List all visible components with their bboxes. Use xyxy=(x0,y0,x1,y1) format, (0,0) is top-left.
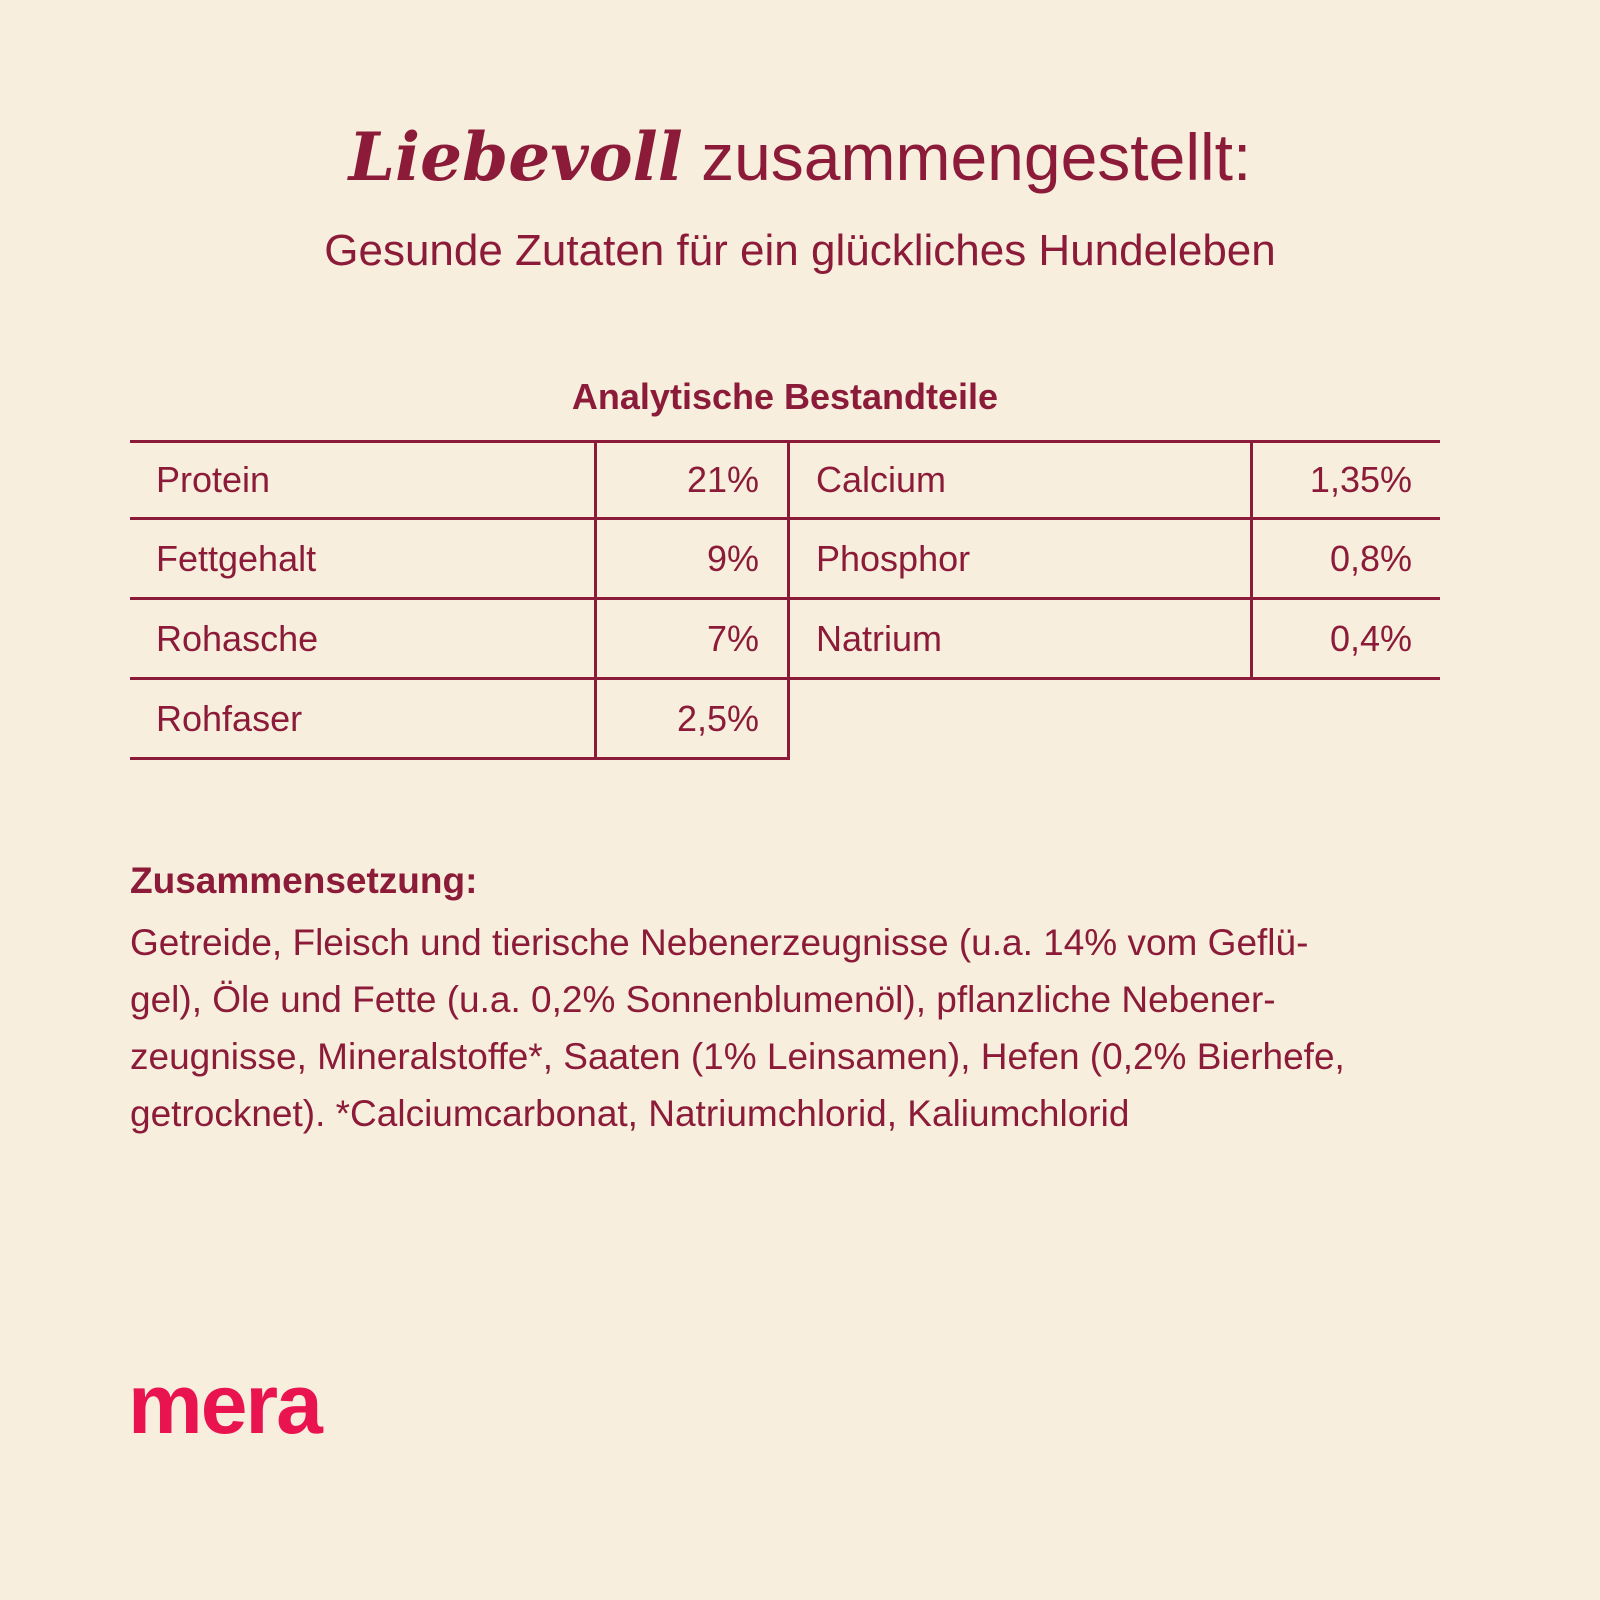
table-value: 7% xyxy=(597,600,790,680)
composition-text: Getreide, Fleisch und tierische Nebenerz… xyxy=(130,922,1345,1134)
table-value: 2,5% xyxy=(597,680,790,760)
page-title: Liebevoll zusammengestellt: xyxy=(0,118,1600,196)
table-cell-empty xyxy=(790,680,1253,760)
analytical-table: Protein 21% Calcium 1,35% Fettgehalt 9% … xyxy=(130,440,1440,760)
table-label: Natrium xyxy=(790,600,1253,680)
table-label: Protein xyxy=(130,440,597,520)
analytical-table-title: Analytische Bestandteile xyxy=(571,376,999,417)
composition-heading: Zusammensetzung: xyxy=(130,860,478,901)
table-cell-empty xyxy=(1253,680,1440,760)
table-label: Fettgehalt xyxy=(130,520,597,600)
table-label: Calcium xyxy=(790,440,1253,520)
table-label: Phosphor xyxy=(790,520,1253,600)
table-value: 1,35% xyxy=(1253,440,1440,520)
mera-logo: mera xyxy=(128,1357,323,1451)
title-rest: zusammengestellt: xyxy=(682,120,1252,194)
page-subtitle: Gesunde Zutaten für ein glückliches Hund… xyxy=(324,226,1276,275)
title-emphasis: Liebevoll xyxy=(348,118,683,196)
table-value: 0,8% xyxy=(1253,520,1440,600)
table-value: 0,4% xyxy=(1253,600,1440,680)
table-label: Rohasche xyxy=(130,600,597,680)
table-label: Rohfaser xyxy=(130,680,597,760)
table-value: 9% xyxy=(597,520,790,600)
table-value: 21% xyxy=(597,440,790,520)
